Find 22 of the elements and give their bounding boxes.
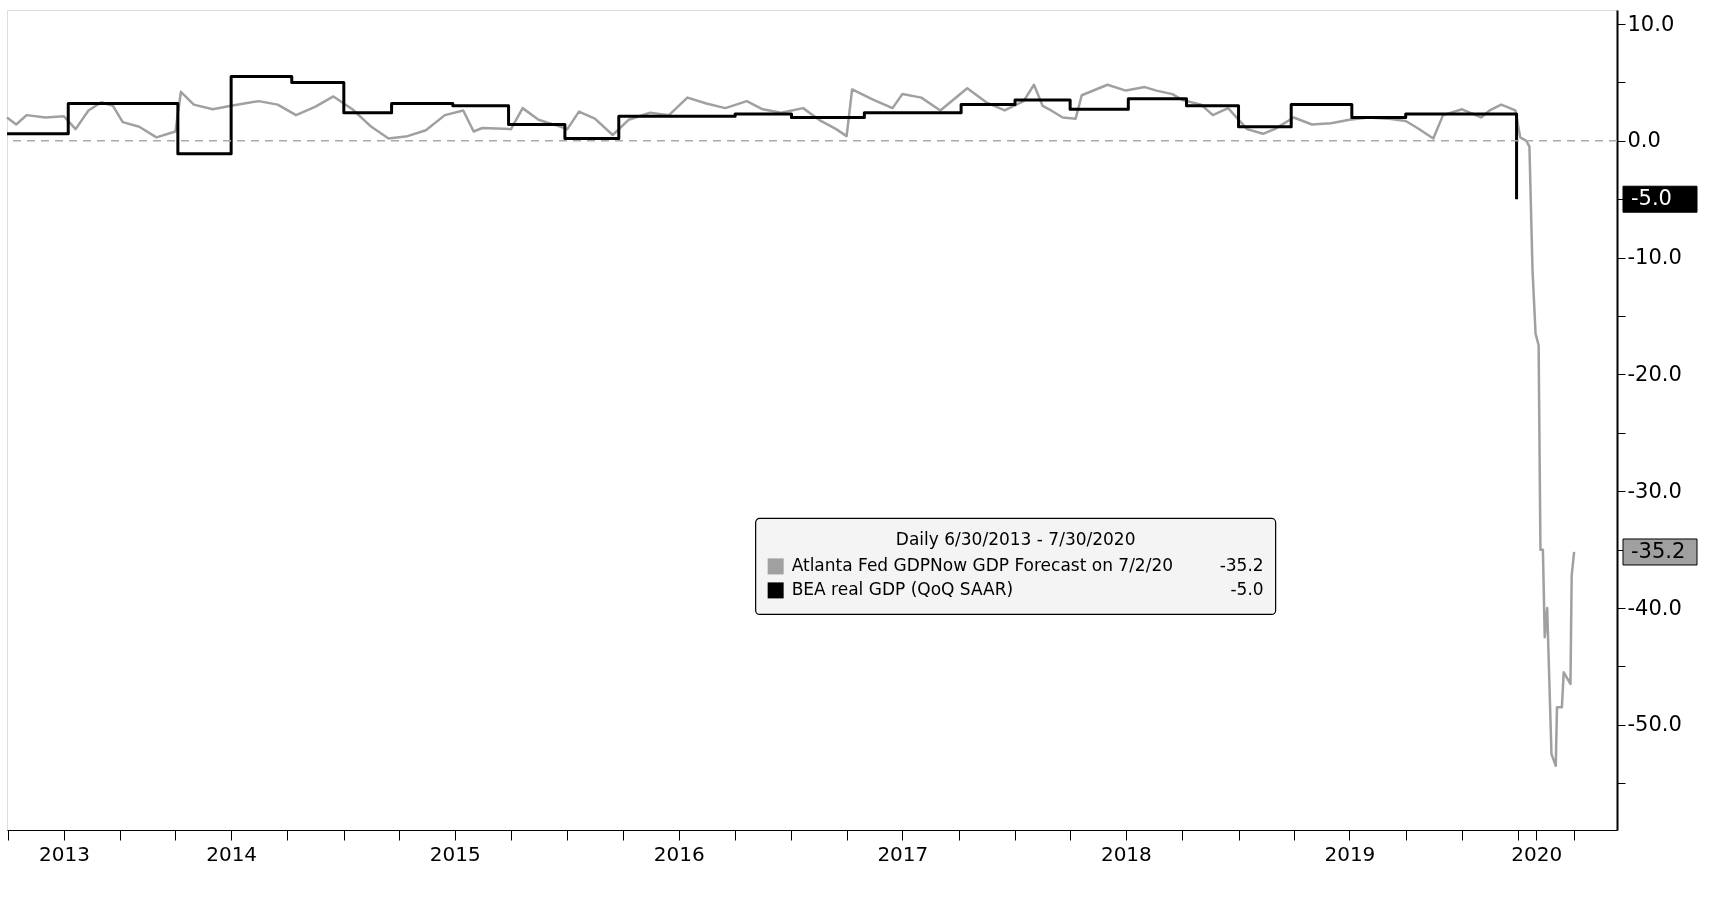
x-tick-label: 2017 [877,841,929,866]
y-tick-label: 0.0 [1627,128,1661,153]
x-tick-label: 2018 [1100,841,1152,866]
x-tick-label: 2019 [1324,841,1376,866]
text: -5.0 [1631,186,1672,211]
x-tick-label: 2013 [39,841,90,866]
text: -35.2 [1631,538,1686,563]
y-tick-label: 10.0 [1627,11,1675,36]
legend-label: Atlanta Fed GDPNow GDP Forecast on 7/2/20 [791,555,1174,576]
x-tick-label: 2015 [429,841,481,866]
x-tick-label: 2014 [206,841,258,866]
y-tick-label: -10.0 [1627,245,1682,270]
x-tick-label: 2016 [653,841,705,866]
legend-label: BEA real GDP (QoQ SAAR) [791,579,1014,600]
y-tick-label: -30.0 [1627,478,1682,503]
y-tick-label: -50.0 [1627,712,1682,737]
annotation: -5.0 [1230,579,1264,600]
y-tick-label: -40.0 [1627,595,1682,620]
x-tick-label: 2020 [1511,841,1563,866]
y-tick-label: -20.0 [1627,361,1682,386]
legend-title: Daily 6/30/2013 - 7/30/2020 [895,529,1136,550]
annotation: -35.2 [1219,555,1264,576]
